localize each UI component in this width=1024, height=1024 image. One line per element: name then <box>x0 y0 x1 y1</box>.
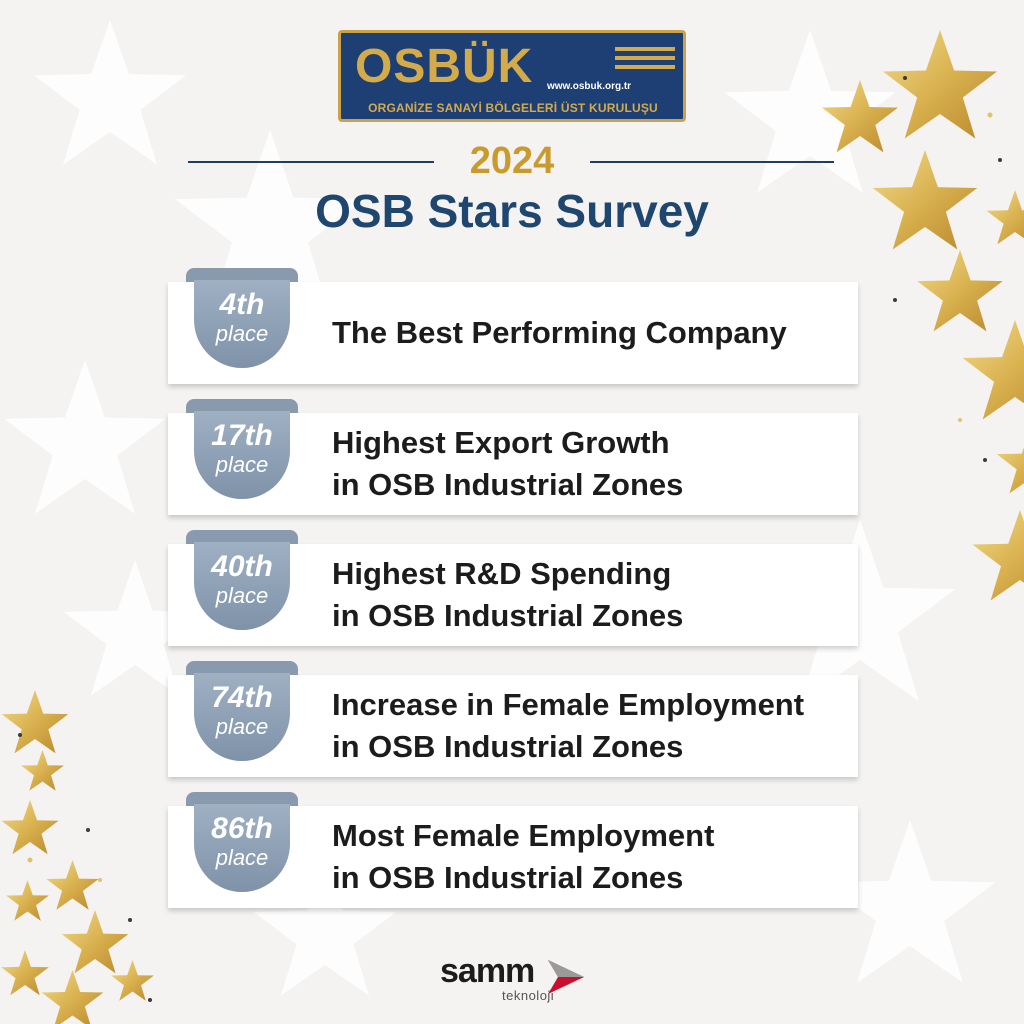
award-title: Highest Export Growth in OSB Industrial … <box>332 413 852 515</box>
award-title: Highest R&D Spending in OSB Industrial Z… <box>332 544 852 646</box>
logo-url: www.osbuk.org.tr <box>547 81 632 92</box>
award-title: Most Female Employment in OSB Industrial… <box>332 806 852 908</box>
osbuk-logo: OSBÜK www.osbuk.org.tr ORGANİZE SANAYİ B… <box>338 30 686 122</box>
rank-ribbon: 40th place <box>186 530 298 630</box>
rank-ribbon: 17th place <box>186 399 298 499</box>
samm-logo: samm teknoloji <box>440 952 590 1003</box>
award-line-1: Highest R&D Spending <box>332 556 672 591</box>
logo-stripes <box>615 47 675 74</box>
logo-subtitle: ORGANİZE SANAYİ BÖLGELERİ ÜST KURULUŞU <box>368 101 658 115</box>
award-line-1: Most Female Employment <box>332 818 715 853</box>
logo-wordmark: OSBÜK <box>355 40 534 93</box>
award-line-2: in OSB Industrial Zones <box>332 729 684 764</box>
award-title: The Best Performing Company <box>332 282 852 384</box>
award-line-1: Increase in Female Employment <box>332 687 805 722</box>
heading-divider-left <box>188 161 434 163</box>
page-title: OSB Stars Survey <box>315 185 709 237</box>
award-line-1: The Best Performing Company <box>332 315 787 350</box>
rank-number: 40th <box>211 550 273 583</box>
award-line-2: in OSB Industrial Zones <box>332 598 684 633</box>
award-line-1: Highest Export Growth <box>332 425 670 460</box>
rank-number: 4th <box>219 288 265 321</box>
rank-place-label: place <box>215 845 269 870</box>
award-line-2: in OSB Industrial Zones <box>332 467 684 502</box>
rank-place-label: place <box>215 321 269 346</box>
rank-ribbon: 4th place <box>186 268 298 368</box>
award-title: Increase in Female Employment in OSB Ind… <box>332 675 852 777</box>
samm-arrow-icon <box>548 960 584 994</box>
award-card-4: 74th place Increase in Female Employment… <box>168 661 858 777</box>
rank-ribbon: 74th place <box>186 661 298 761</box>
rank-place-label: place <box>215 714 269 739</box>
samm-subtitle: teknoloji <box>502 988 555 1003</box>
award-line-2: in OSB Industrial Zones <box>332 860 684 895</box>
survey-year: 2024 <box>469 140 555 182</box>
award-card-3: 40th place Highest R&D Spending in OSB I… <box>168 530 858 646</box>
rank-number: 86th <box>211 812 273 845</box>
heading-divider-right <box>590 161 834 163</box>
award-card-2: 17th place Highest Export Growth in OSB … <box>168 399 858 515</box>
samm-wordmark: samm <box>440 952 535 990</box>
rank-place-label: place <box>215 452 269 477</box>
award-card-1: 4th place The Best Performing Company <box>168 268 858 384</box>
rank-number: 17th <box>211 419 273 452</box>
rank-number: 74th <box>211 681 273 714</box>
rank-ribbon: 86th place <box>186 792 298 892</box>
award-card-5: 86th place Most Female Employment in OSB… <box>168 792 858 908</box>
rank-place-label: place <box>215 583 269 608</box>
